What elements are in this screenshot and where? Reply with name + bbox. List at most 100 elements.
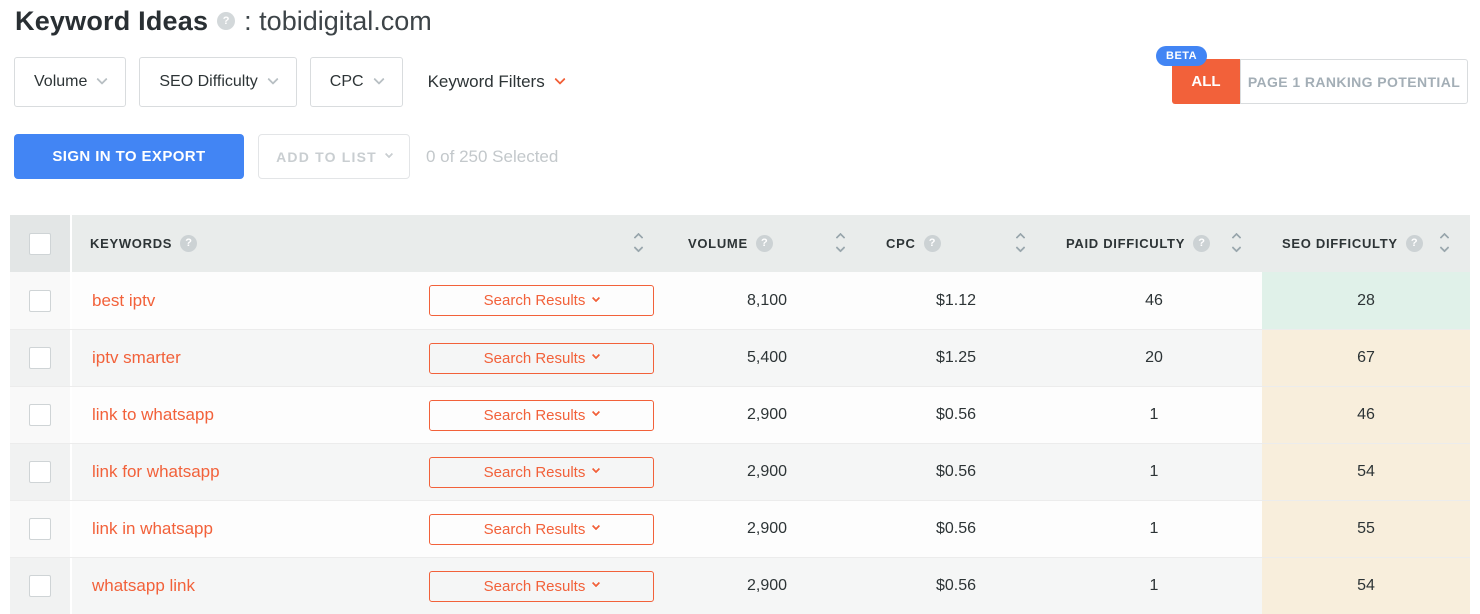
sort-seo-difficulty-control[interactable] bbox=[1439, 232, 1450, 256]
checkbox-cell bbox=[10, 558, 72, 614]
add-to-list-button[interactable]: ADD TO LIST bbox=[258, 134, 410, 179]
cpc-cell: $1.12 bbox=[935, 291, 977, 309]
paid-difficulty-cell: 1 bbox=[1149, 520, 1159, 537]
search-results-label: Search Results bbox=[483, 406, 586, 424]
chevron-down-icon bbox=[592, 350, 601, 360]
table-row: link to whatsapp Search Results 2,900 $0… bbox=[10, 386, 1470, 443]
search-results-button[interactable]: Search Results bbox=[429, 399, 654, 431]
row-checkbox[interactable] bbox=[29, 461, 51, 483]
cpc-cell: $0.56 bbox=[935, 577, 977, 594]
sign-in-to-export-button[interactable]: SIGN IN TO EXPORT bbox=[14, 134, 244, 179]
keyword-cell: best iptv Search Results bbox=[72, 272, 668, 329]
search-results-button[interactable]: Search Results bbox=[429, 285, 654, 316]
help-icon[interactable]: ? bbox=[217, 12, 236, 30]
keyword-link[interactable]: link to whatsapp bbox=[92, 405, 214, 424]
seo-difficulty-cell: 54 bbox=[1262, 558, 1470, 614]
report-domain: : tobidigital.com bbox=[244, 5, 432, 36]
chevron-up-icon bbox=[835, 232, 846, 242]
selection-status: 0 of 250 Selected bbox=[426, 146, 559, 166]
chevron-up-icon bbox=[1439, 232, 1450, 242]
search-results-label: Search Results bbox=[483, 577, 586, 595]
chevron-down-icon bbox=[1439, 242, 1450, 253]
cpc-cell: $0.56 bbox=[935, 463, 977, 480]
table-header-row: KEYWORDS ? VOLUME ? CPC ? PAID DIFFICULT… bbox=[10, 215, 1470, 272]
keyword-cell: link to whatsapp Search Results bbox=[72, 387, 668, 443]
search-results-button[interactable]: Search Results bbox=[429, 342, 654, 374]
cpc-cell: $0.56 bbox=[935, 406, 977, 423]
select-all-checkbox[interactable] bbox=[29, 232, 51, 255]
volume-cell: 2,900 bbox=[746, 406, 788, 423]
seo-difficulty-cell: 28 bbox=[1262, 272, 1470, 329]
cpc-header-label: CPC bbox=[886, 236, 916, 251]
chevron-down-icon bbox=[384, 149, 394, 158]
seo-difficulty-header-label: SEO DIFFICULTY bbox=[1282, 236, 1398, 251]
table-row: link in whatsapp Search Results 2,900 $0… bbox=[10, 500, 1470, 557]
row-checkbox[interactable] bbox=[29, 575, 51, 597]
paid-difficulty-cell: 1 bbox=[1149, 406, 1159, 423]
search-results-button[interactable]: Search Results bbox=[429, 570, 654, 602]
keyword-cell: whatsapp link Search Results bbox=[72, 558, 668, 614]
keyword-link[interactable]: link in whatsapp bbox=[92, 519, 213, 538]
seo-difficulty-cell: 46 bbox=[1262, 387, 1470, 443]
keywords-header-label: KEYWORDS bbox=[90, 236, 173, 251]
paid-difficulty-cell: 46 bbox=[1145, 291, 1163, 309]
volume-filter-label: Volume bbox=[34, 73, 88, 90]
search-results-button[interactable]: Search Results bbox=[429, 456, 654, 488]
select-all-cell bbox=[10, 215, 72, 272]
seo-difficulty-cell: 54 bbox=[1262, 444, 1470, 500]
cpc-filter-dropdown[interactable]: CPC bbox=[309, 57, 403, 107]
seo-difficulty-filter-label: SEO Difficulty bbox=[159, 73, 258, 90]
row-checkbox[interactable] bbox=[29, 347, 51, 369]
volume-cell: 8,100 bbox=[746, 291, 788, 309]
tab-all[interactable]: ALL bbox=[1172, 59, 1240, 104]
help-icon[interactable]: ? bbox=[1405, 235, 1423, 252]
search-results-label: Search Results bbox=[483, 292, 586, 309]
search-results-button[interactable]: Search Results bbox=[429, 513, 654, 545]
chevron-up-icon bbox=[633, 232, 644, 242]
table-row: link for whatsapp Search Results 2,900 $… bbox=[10, 443, 1470, 500]
help-icon[interactable]: ? bbox=[755, 235, 773, 252]
paid-difficulty-cell: 20 bbox=[1145, 349, 1163, 366]
paid-difficulty-column-header: PAID DIFFICULTY ? bbox=[1046, 215, 1262, 272]
volume-cell: 2,900 bbox=[746, 577, 788, 594]
keyword-cell: link for whatsapp Search Results bbox=[72, 444, 668, 500]
keyword-link[interactable]: whatsapp link bbox=[92, 576, 196, 595]
tab-page1-ranking-potential[interactable]: PAGE 1 RANKING POTENTIAL bbox=[1240, 59, 1468, 104]
chevron-up-icon bbox=[1015, 232, 1026, 242]
help-icon[interactable]: ? bbox=[1193, 235, 1211, 252]
chevron-down-icon bbox=[592, 293, 601, 302]
sort-keywords-control[interactable] bbox=[633, 232, 644, 256]
help-icon[interactable]: ? bbox=[180, 235, 198, 252]
chevron-down-icon bbox=[633, 242, 644, 253]
keyword-link[interactable]: link for whatsapp bbox=[92, 462, 220, 481]
sort-paid-difficulty-control[interactable] bbox=[1231, 232, 1242, 256]
keyword-link[interactable]: best iptv bbox=[92, 290, 156, 310]
help-icon[interactable]: ? bbox=[923, 235, 941, 252]
sort-volume-control[interactable] bbox=[835, 232, 846, 256]
row-checkbox[interactable] bbox=[29, 404, 51, 426]
row-checkbox[interactable] bbox=[29, 518, 51, 540]
row-checkbox[interactable] bbox=[29, 289, 51, 312]
chevron-down-icon bbox=[592, 407, 601, 417]
table-row: best iptv Search Results 8,100 $1.12 46 … bbox=[10, 272, 1470, 329]
chevron-down-icon bbox=[592, 464, 601, 474]
chevron-down-icon bbox=[372, 73, 385, 85]
checkbox-cell bbox=[10, 272, 72, 329]
sort-cpc-control[interactable] bbox=[1015, 232, 1026, 256]
search-results-label: Search Results bbox=[483, 463, 586, 481]
chevron-down-icon bbox=[835, 242, 846, 253]
volume-cell: 2,900 bbox=[746, 463, 788, 480]
keyword-cell: link in whatsapp Search Results bbox=[72, 501, 668, 557]
volume-filter-dropdown[interactable]: Volume bbox=[14, 57, 127, 107]
action-bar: SIGN IN TO EXPORT ADD TO LIST 0 of 250 S… bbox=[14, 134, 558, 179]
keyword-link[interactable]: iptv smarter bbox=[92, 348, 181, 367]
keywords-column-header: KEYWORDS ? bbox=[72, 215, 668, 272]
seo-difficulty-filter-dropdown[interactable]: SEO Difficulty bbox=[139, 57, 297, 107]
paid-difficulty-header-label: PAID DIFFICULTY bbox=[1066, 236, 1186, 251]
chevron-down-icon bbox=[592, 578, 601, 588]
view-toggle: BETA ALL PAGE 1 RANKING POTENTIAL bbox=[1156, 46, 1468, 104]
page-header: Keyword Ideas ? : tobidigital.com bbox=[15, 0, 432, 42]
chevron-down-icon bbox=[592, 521, 601, 531]
keyword-filters-toggle[interactable]: Keyword Filters bbox=[428, 72, 566, 92]
